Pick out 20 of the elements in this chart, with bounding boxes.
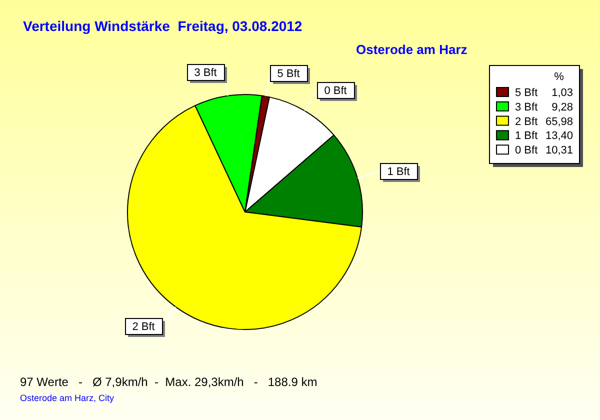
slice-label: 5 Bft — [277, 68, 300, 80]
slice-label: 3 Bft — [194, 67, 217, 80]
data-label: 65,98 — [545, 116, 573, 128]
text: Osterode am Harz, City — [20, 393, 115, 403]
slice-label: 0 Bft — [324, 85, 347, 98]
chart-title: Verteilung Windstärke Freitag, 03.08.2012 — [23, 18, 302, 34]
legend-label: 1 Bft — [515, 130, 538, 142]
legend-label: 3 Bft — [515, 101, 538, 114]
data-label: 9,28 — [552, 101, 573, 114]
legend-label: 5 Bft — [515, 87, 538, 100]
data-label: 13,40 — [545, 130, 573, 142]
text: 97 Werte - Ø 7,9km/h - Max. 29,3km/h - 188.9 km — [20, 375, 318, 389]
data-label: 10,31 — [545, 144, 573, 157]
legend-label: 0 Bft — [515, 144, 538, 157]
slice-label: 1 Bft — [387, 166, 410, 178]
legend-label: 2 Bft — [515, 116, 538, 128]
slice-label: 2 Bft — [132, 321, 155, 334]
data-label: 1,03 — [552, 87, 573, 100]
legend-title: % — [554, 71, 564, 84]
chart-subtitle: Osterode am Harz — [356, 42, 468, 57]
